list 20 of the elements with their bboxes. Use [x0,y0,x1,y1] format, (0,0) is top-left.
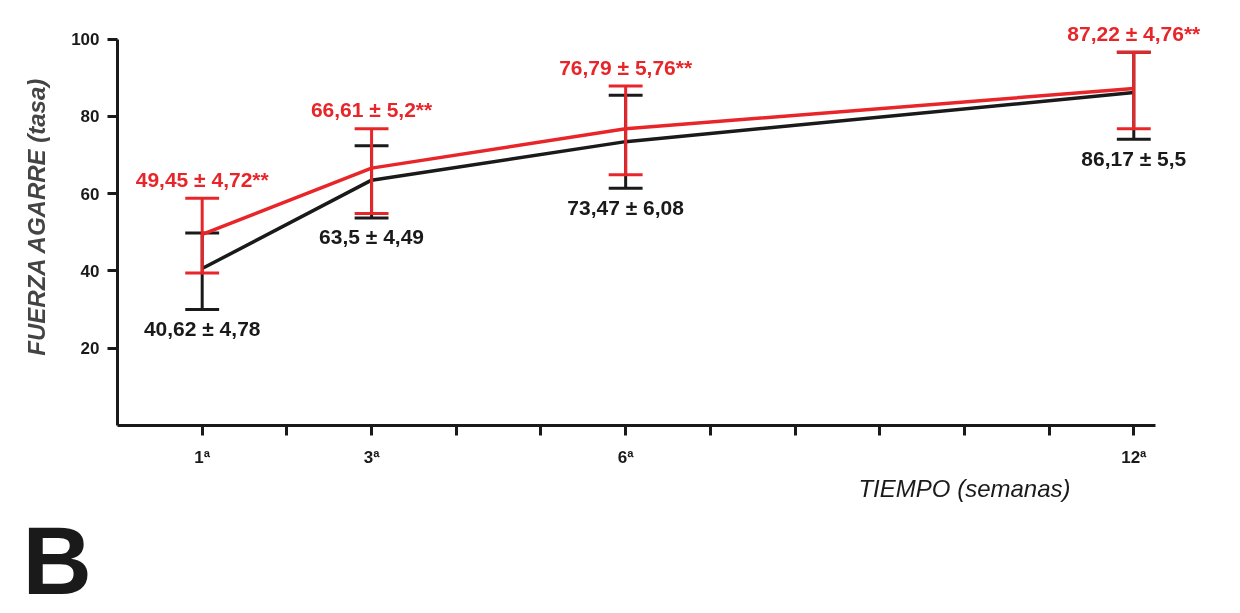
data-label: 66,61 ± 5,2** [310,98,434,122]
x-tick-label: 12ª [1121,447,1148,467]
x-axis-title: TIEMPO (semanas) [858,474,1071,502]
x-tick-label: 1ª [194,447,211,467]
data-label: 73,47 ± 6,08 [567,195,685,219]
y-tick-label: 60 [80,184,100,204]
y-tick-label: 20 [80,339,100,359]
data-label: 49,45 ± 4,72** [135,167,270,191]
data-label: 87,22 ± 4,76** [1067,21,1202,45]
x-tick-label: 6ª [617,447,635,467]
y-tick-label: 80 [80,107,100,127]
data-label: 76,79 ± 5,76** [559,55,693,79]
y-tick-label: 40 [80,261,100,281]
y-axis-title: FUERZA AGARRE (tasa) [23,78,51,356]
x-tick-label: 3ª [363,447,381,467]
text: B [22,506,92,613]
data-label: 63,5 ± 4,49 [319,225,425,249]
data-label: 86,17 ± 5,5 [1081,146,1187,170]
data-label: 40,62 ± 4,78 [143,316,261,340]
y-tick-label: 100 [71,30,100,50]
